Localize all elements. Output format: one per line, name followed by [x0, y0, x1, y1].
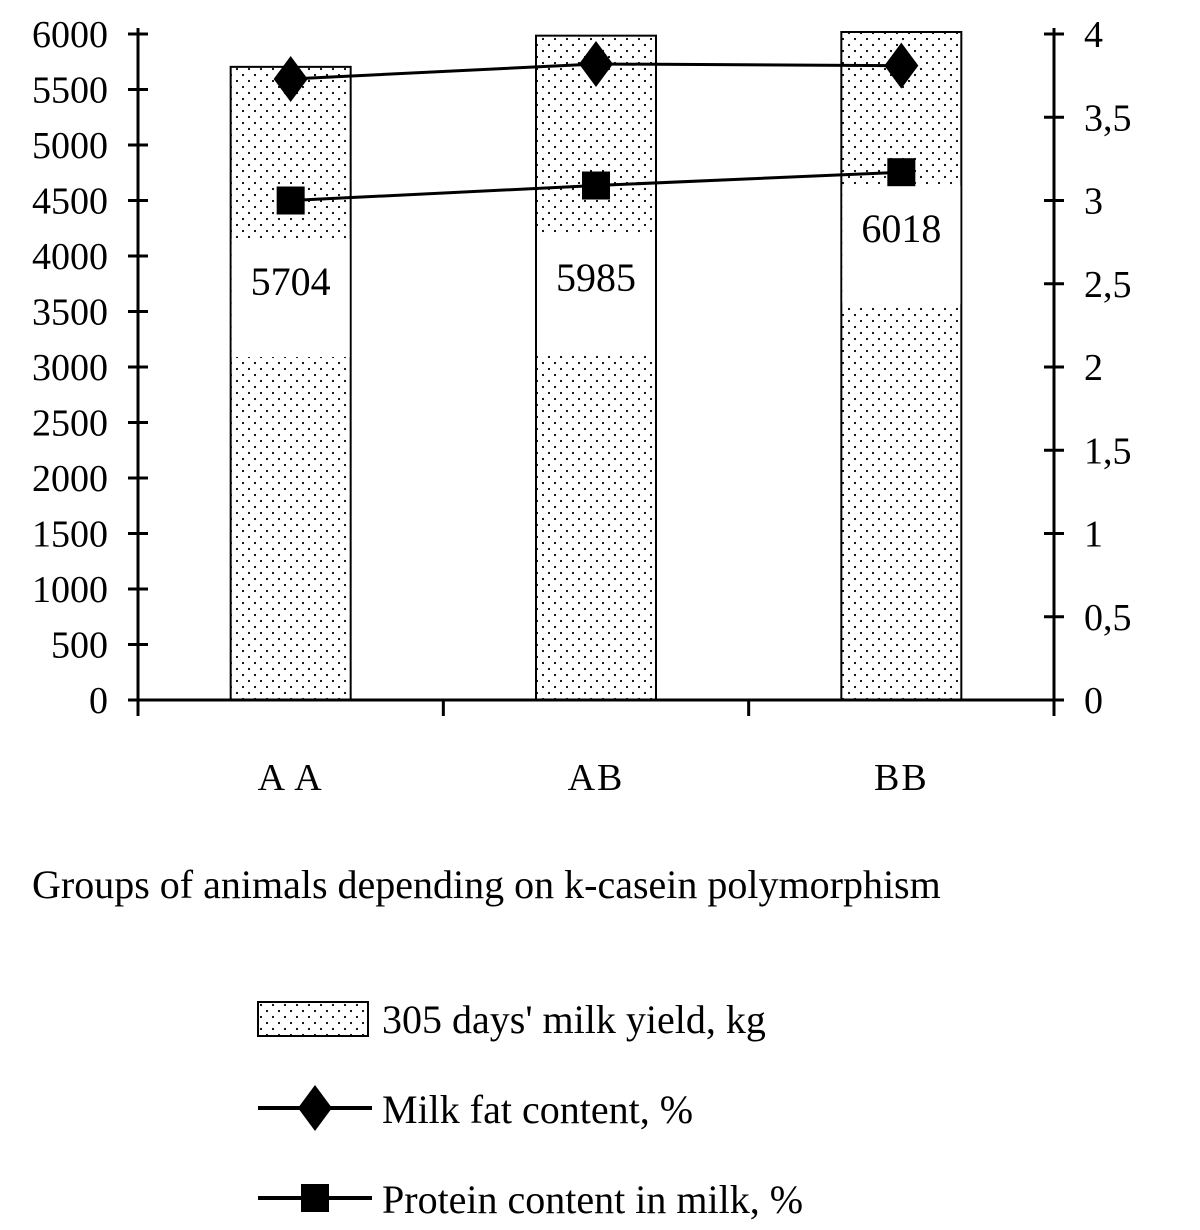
y2-tick-label: 0 — [1084, 680, 1103, 722]
bar-data-label: 6018 — [861, 206, 941, 251]
bar-data-label: 5704 — [251, 259, 331, 304]
y-tick-label: 0 — [89, 680, 108, 722]
y2-tick-label: 1,5 — [1084, 430, 1132, 472]
x-tick-label: AB — [568, 757, 625, 799]
square-point-2 — [582, 171, 610, 200]
legend-label: 305 days' milk yield, kg — [382, 997, 766, 1042]
y-tick-label: 3500 — [32, 292, 108, 334]
diamond-point-2 — [579, 40, 613, 87]
legend-label: Milk fat content, % — [382, 1087, 693, 1132]
y-tick-label: 6000 — [32, 14, 108, 56]
y2-tick-label: 0,5 — [1084, 597, 1132, 639]
x-axis-title: Groups of animals depending on k-casein … — [32, 862, 941, 907]
y-tick-label: 2500 — [32, 403, 108, 445]
y-tick-label: 1000 — [32, 569, 108, 611]
diamond-point-3 — [884, 42, 919, 89]
y2-tick-label: 4 — [1084, 14, 1103, 56]
bar-label-background-2 — [537, 235, 655, 353]
y2-tick-label: 2 — [1084, 347, 1103, 389]
y-tick-label: 1500 — [32, 514, 108, 556]
y2-tick-label: 3 — [1084, 181, 1103, 223]
legend-square-marker — [301, 1184, 329, 1212]
square-point-3 — [887, 158, 916, 187]
bar-data-label: 5985 — [556, 255, 636, 300]
y2-tick-label: 3,5 — [1084, 97, 1132, 139]
y-tick-label: 5500 — [32, 70, 108, 112]
y-tick-label: 3000 — [32, 347, 108, 389]
legend-diamond-marker — [298, 1085, 332, 1131]
bar-2 — [535, 34, 657, 702]
bar-label-background-1 — [231, 239, 350, 357]
y-tick-label: 4000 — [32, 236, 108, 278]
y-tick-label: 5000 — [32, 125, 108, 167]
bar-3 — [840, 31, 963, 701]
y-tick-label: 2000 — [32, 458, 108, 500]
legend-swatch-bar — [257, 1001, 369, 1037]
y2-tick-label: 2,5 — [1084, 264, 1132, 306]
y-tick-label: 4500 — [32, 181, 108, 223]
square-point-1 — [276, 186, 305, 215]
legend-label: Protein content in milk, % — [382, 1177, 803, 1222]
bar-label-background-3 — [842, 186, 961, 304]
y2-tick-label: 1 — [1084, 514, 1103, 556]
bar-1 — [229, 65, 352, 701]
x-tick-label: A A — [258, 757, 324, 799]
diamond-point-1 — [273, 55, 308, 102]
x-tick-label: BB — [874, 757, 929, 799]
y-tick-label: 500 — [51, 625, 108, 667]
